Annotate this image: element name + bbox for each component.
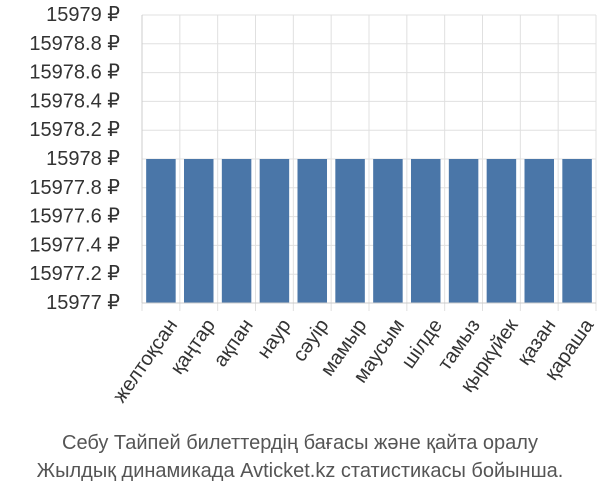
axes	[141, 15, 596, 304]
y-tick-label: 15978.8 ₽	[29, 33, 120, 55]
y-tick-label: 15977.6 ₽	[29, 206, 120, 228]
y-tick-label: 15977.8 ₽	[29, 177, 120, 199]
y-tick-label: 15978.2 ₽	[29, 119, 120, 141]
bar	[146, 159, 176, 303]
bar	[297, 159, 328, 303]
y-tick-label: 15977 ₽	[46, 292, 120, 314]
bar	[373, 159, 403, 303]
bars	[146, 159, 592, 303]
y-tick-label: 15977.2 ₽	[29, 263, 120, 285]
y-tick-label: 15977.4 ₽	[29, 234, 120, 256]
bar	[524, 159, 555, 303]
bar	[410, 159, 441, 303]
y-tick-label: 15978 ₽	[46, 148, 120, 170]
y-tick-label: 15979 ₽	[46, 4, 120, 26]
y-tick-label: 15978.4 ₽	[29, 90, 120, 112]
bar	[183, 159, 214, 303]
bar	[486, 159, 517, 303]
x-tick-labels: желтоқсанқаңтарақпаннаурсәуірмамырмаусым…	[109, 314, 599, 406]
bar	[335, 159, 365, 303]
x-tick-label: ақпан	[209, 315, 257, 371]
bar	[221, 159, 252, 303]
y-tick-label: 15978.6 ₽	[29, 62, 120, 84]
bar	[562, 159, 592, 303]
caption-line-2: Жылдық динамикада Avticket.kz статистика…	[36, 460, 564, 482]
bar	[448, 159, 479, 303]
bar	[259, 159, 290, 303]
y-tick-labels: 15977 ₽ 15977.2 ₽ 15977.4 ₽ 15977.6 ₽ 15977.…	[29, 4, 120, 314]
x-tick-label: наур	[253, 315, 296, 363]
caption-line-1: Себу Тайпей билеттердің бағасы және қайт…	[62, 432, 538, 454]
bar-chart: 15977 ₽ 15977.2 ₽ 15977.4 ₽ 15977.6 ₽ 15977.…	[29, 4, 599, 407]
